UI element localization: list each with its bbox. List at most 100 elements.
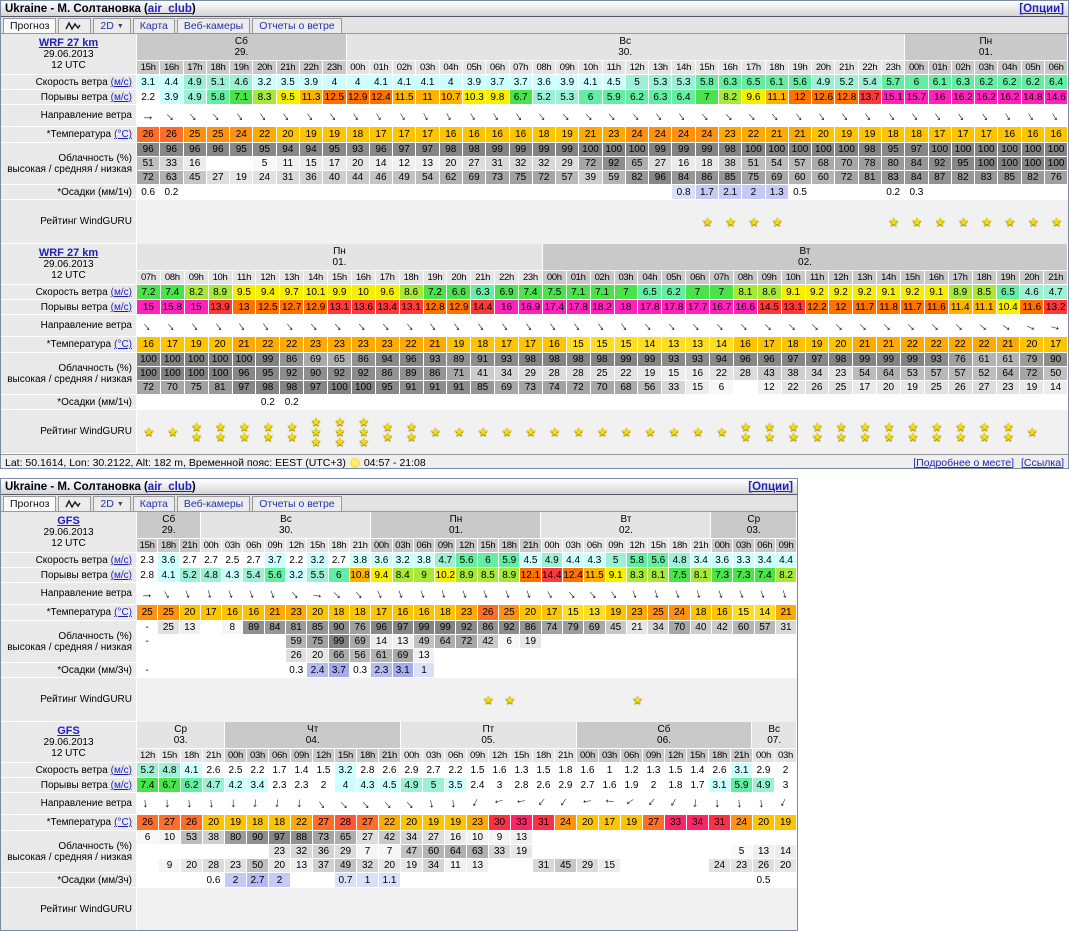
hour-header: 12h [456,539,478,553]
precip-cell: 1.3 [765,185,789,200]
wind-direction-arrow-icon: → [277,105,298,126]
wind-direction-cell: → [243,583,265,605]
hour-header: 13h [280,271,305,285]
hour-header: 20h [812,61,836,75]
day-header-row: Пн 01. Вт 02. [137,244,1068,271]
wind-gust-cell: 14.4 [541,568,563,583]
tab-forecast[interactable]: Прогноз [3,18,57,33]
temperature-cell: 25 [499,605,521,621]
unit-link[interactable]: (м/с) [110,91,132,103]
wind-speed-cell: 3.7 [509,75,533,90]
temperature-cell: 19 [805,337,830,353]
temperature-cell: 23 [375,337,400,353]
wind-direction-cell: → [1044,105,1068,127]
wind-direction-cell: → [184,315,209,337]
wind-gust-cell: 16.9 [519,300,543,315]
cloud-high-cell: 100 [184,353,209,367]
model-link[interactable]: WRF 27 km [38,246,99,259]
model-link[interactable]: WRF 27 km [38,36,99,49]
tab-wave-graph[interactable] [58,496,92,511]
wind-direction-cell: → [447,315,472,337]
spot-details-link[interactable]: [Подробнее о месте] [913,456,1015,469]
precip-cell: 1 [357,873,379,888]
cloud-high-cell [643,831,665,845]
tab-wind-reports[interactable]: Отчеты о ветре [252,18,342,33]
tab-2d[interactable]: 2D ▼ [93,496,131,511]
unit-link[interactable]: (м/с) [110,764,132,776]
options-link[interactable]: [Опции] [1019,2,1064,15]
wind-direction-arrow-icon: → [401,793,422,814]
tab-2d[interactable]: 2D ▼ [93,18,131,33]
wind-gust-cell: 12 [829,300,854,315]
unit-link[interactable]: (м/с) [110,301,132,313]
unit-link[interactable]: (°C) [114,607,132,618]
tab-webcams[interactable]: Веб-камеры [176,18,251,33]
temperature-cell: 20 [520,605,542,621]
wind-direction-arrow-icon: → [691,585,710,602]
tab-map[interactable]: Карта [132,496,175,511]
cloud-high-cell: 98 [719,143,743,157]
label-text: *Температура [46,817,112,828]
unit-link[interactable]: (°C) [114,817,132,828]
precip-cell [462,185,487,200]
model-link[interactable]: GFS [57,724,80,737]
wind-direction-arrow-icon: → [807,315,827,336]
model-link[interactable]: GFS [57,514,80,527]
cloud-low-cell: 75 [742,171,766,185]
wind-gust-cell: 4.3 [222,568,244,583]
tab-wave-graph[interactable] [58,18,92,33]
unit-link[interactable]: (м/с) [110,779,132,791]
cloud-high-row: 100 100 100 100 100 99 86 69 65 86 94 96 93 89 91 93 98 9… [137,353,1068,367]
unit-link[interactable]: (°C) [114,129,132,140]
unit-link[interactable]: (м/с) [110,286,132,298]
cloud-high-cell: 100 [788,143,813,157]
hour-header: 08h [532,61,557,75]
cloud-low-cell: 15 [686,381,710,395]
rating-cell [690,678,713,722]
temperature-cell: 33 [665,815,687,831]
precip-cell [181,873,203,888]
cloud-low-cell: 66 [328,649,350,663]
unit-link[interactable]: (м/с) [110,76,132,88]
wind-gust-cell: 13.4 [375,300,400,315]
cloud-high-cell: 57 [754,621,776,635]
precip-cell [853,395,878,410]
spot-club-link[interactable]: air_club [147,480,192,493]
cloud-high-cell: 42 [712,621,734,635]
cloud-low-cell: 59 [602,171,626,185]
star-icon: ★ [748,215,760,229]
star-icon: ★ [286,420,298,434]
cloud-high-cell: 10 [467,831,489,845]
wind-gust-row: 2.2 3.9 4.9 5.8 7.1 8.3 9.5 11.3 12.5 12.9 12.4 11.… [137,90,1068,105]
tab-wind-reports[interactable]: Отчеты о ветре [252,496,342,511]
temperature-cell: 18 [269,815,291,831]
cloud-mid-cell: 100 [1021,157,1045,171]
star-icon: ★ [702,215,713,229]
cloud-mid-cell: 72 [456,635,478,649]
wind-gust-cell: 18.2 [590,300,615,315]
wind-speed-cell: 3.5 [276,75,300,90]
day-header: Пт 05. [401,722,577,749]
temperature-row: 16 17 19 20 21 22 22 23 23 23 23 22 21 19 18 17 17 16 15 15… [137,337,1068,353]
day-header: Вс 30. [346,34,905,61]
precip-cell: 0.5 [788,185,813,200]
wind-gust-cell: 4.2 [225,778,247,793]
wind-speed-cell: 7.2 [423,285,448,300]
unit-link[interactable]: (м/с) [110,569,132,581]
unit-link[interactable]: (°C) [114,339,132,350]
tab-forecast[interactable]: Прогноз [3,496,57,511]
wind-speed-cell: 2.9 [401,763,423,778]
spot-url-link[interactable]: [Ссылка] [1020,456,1064,469]
spot-club-link[interactable]: air_club [147,2,192,15]
wind-direction-cell: → [379,793,401,815]
cloud-high-cell: 100 [742,143,766,157]
tab-map[interactable]: Карта [132,18,175,33]
wind-direction-arrow-icon: → [371,584,391,603]
tab-webcams[interactable]: Веб-камеры [176,496,251,511]
unit-link[interactable]: (м/с) [110,554,132,566]
precip-cell: 0.2 [160,185,184,200]
cloud-mid-cell: 33 [489,845,511,859]
options-link[interactable]: [Опции] [748,480,793,493]
wind-speed-cell: 6.2 [1021,75,1045,90]
precip-cell [208,395,233,410]
